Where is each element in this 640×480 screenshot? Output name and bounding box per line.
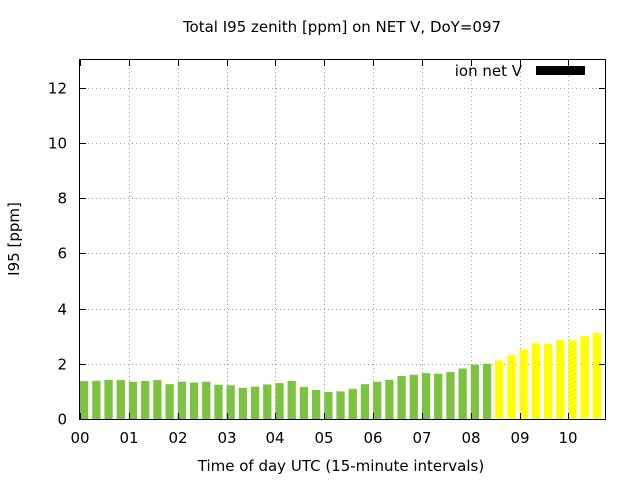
y-axis: 0 2 4 6 8 10 12 <box>48 80 605 429</box>
bar <box>385 379 394 419</box>
bar <box>360 384 370 419</box>
bar <box>531 343 541 419</box>
x-tick-label: 10 <box>558 429 577 447</box>
x-tick-label: 07 <box>412 429 431 447</box>
x-tick-label: 03 <box>217 429 236 447</box>
bar <box>580 336 589 419</box>
legend-swatch <box>536 66 585 75</box>
bar <box>409 374 418 419</box>
x-tick-label: 09 <box>510 429 529 447</box>
x-tick-label: 06 <box>363 429 382 447</box>
bar <box>495 360 504 419</box>
y-tick-label: 10 <box>48 135 67 153</box>
bar <box>311 390 321 419</box>
plot-frame <box>79 59 606 420</box>
bar <box>165 384 174 419</box>
y-tick-label: 4 <box>57 301 67 319</box>
x-tick-label: 05 <box>314 429 333 447</box>
bar <box>336 391 345 419</box>
bar <box>263 384 272 419</box>
bar <box>299 386 309 419</box>
bar <box>507 355 516 419</box>
bar <box>238 387 248 419</box>
y-tick-label: 0 <box>57 411 67 429</box>
bar <box>519 349 528 419</box>
bar <box>214 384 223 419</box>
bar <box>189 382 199 419</box>
y-tick-label: 6 <box>57 245 67 263</box>
bars <box>80 333 602 419</box>
bar <box>592 333 602 419</box>
bar <box>434 373 443 419</box>
bar <box>446 372 455 419</box>
bar <box>80 381 89 419</box>
bar <box>92 380 101 419</box>
bar <box>470 364 479 419</box>
bar <box>556 340 565 419</box>
x-tick-label: 01 <box>119 429 138 447</box>
bar <box>275 383 284 419</box>
legend: ion net V <box>455 62 585 80</box>
bar <box>202 381 211 419</box>
x-axis-label: Time of day UTC (15-minute intervals) <box>197 457 484 475</box>
bar <box>104 379 113 419</box>
x-axis: 00 01 02 03 04 05 06 07 08 09 10 <box>70 60 578 447</box>
bar <box>177 381 186 419</box>
chart-title: Total I95 zenith [ppm] on NET V, DoY=097 <box>182 18 501 36</box>
x-tick-label: 02 <box>168 429 187 447</box>
x-tick-label: 08 <box>461 429 480 447</box>
bar <box>128 381 138 419</box>
bar <box>226 385 235 419</box>
bar <box>482 363 492 419</box>
y-axis-label: I95 [ppm] <box>5 202 23 276</box>
bar <box>568 340 577 419</box>
bar <box>421 373 431 419</box>
bar <box>250 386 260 419</box>
bar <box>287 380 296 419</box>
bar <box>153 380 162 419</box>
x-tick-label: 04 <box>265 429 284 447</box>
y-tick-label: 12 <box>48 80 67 98</box>
y-tick-label: 8 <box>57 190 67 208</box>
bar <box>543 344 553 419</box>
bar <box>324 391 333 419</box>
bar <box>397 375 406 419</box>
y-tick-label: 2 <box>57 356 67 374</box>
legend-label: ion net V <box>455 62 523 80</box>
bar <box>116 380 125 419</box>
bar <box>141 380 150 419</box>
bar <box>458 368 467 419</box>
x-tick-label: 00 <box>70 429 89 447</box>
bar <box>348 388 357 419</box>
bar <box>373 381 382 419</box>
